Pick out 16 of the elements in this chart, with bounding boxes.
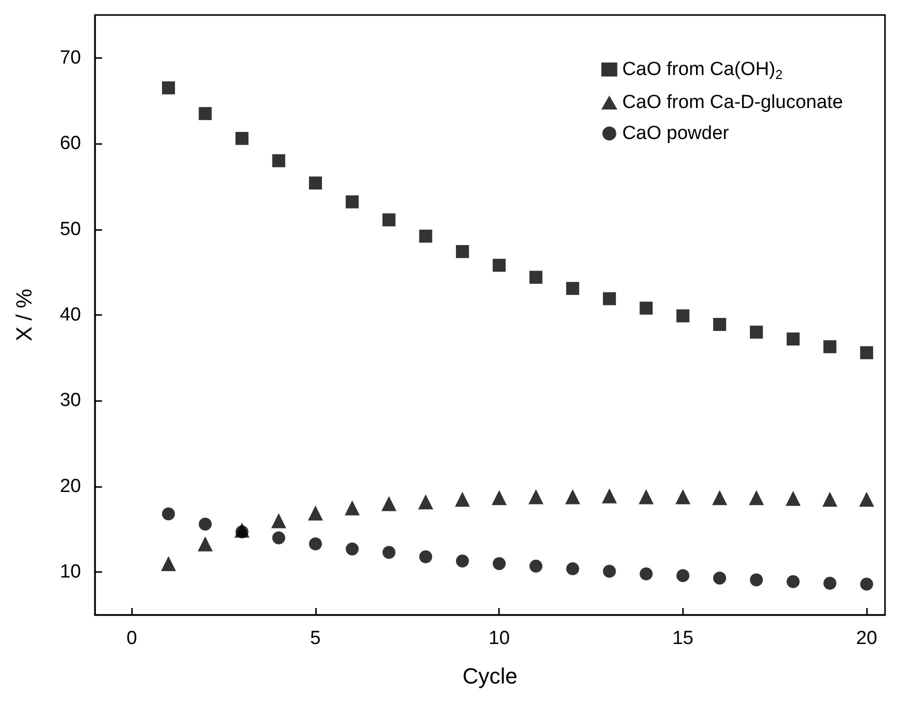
x-tick-label: 15 — [672, 628, 694, 649]
y-tick-label: 20 — [60, 476, 81, 497]
y-tick-label: 40 — [60, 304, 81, 326]
y-tick-label: 70 — [60, 47, 81, 68]
legend-label: CaO from Ca-D-gluconate — [622, 92, 844, 113]
legend-label: CaO powder — [622, 123, 730, 144]
y-tick-label: 10 — [60, 562, 81, 583]
y-axis-title: X / % — [12, 288, 36, 342]
y-tick-label: 60 — [60, 133, 81, 154]
x-tick-label: 10 — [488, 628, 510, 649]
x-tick-label: 0 — [126, 628, 138, 649]
y-tick-label: 50 — [60, 218, 81, 240]
y-tick-label: 30 — [60, 390, 81, 412]
x-tick-label: 20 — [856, 628, 878, 649]
x-axis-title: Cycle — [462, 664, 518, 688]
x-tick-label: 5 — [310, 628, 321, 649]
